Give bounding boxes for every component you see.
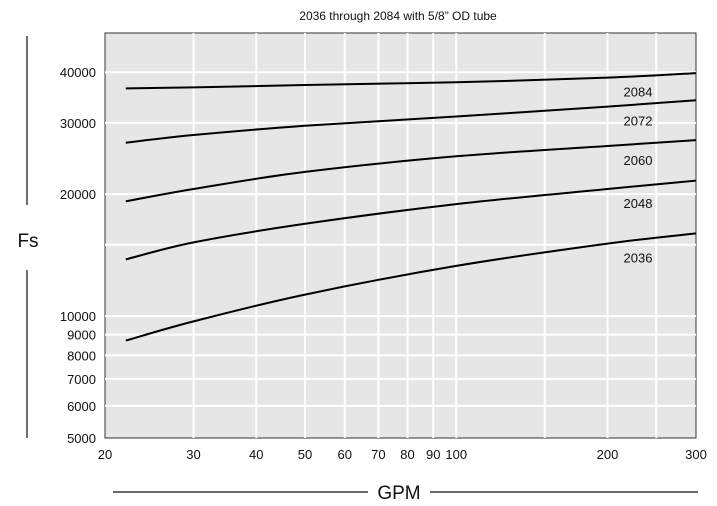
- series-label-2060: 2060: [624, 153, 653, 168]
- series-label-2036: 2036: [624, 251, 653, 266]
- series-line-2048: [125, 179, 697, 261]
- y-tick-labels: 5000 6000 7000 8000 9000 10000 20000 30000 40000: [60, 65, 96, 446]
- x-tick-label: 300: [685, 447, 707, 462]
- y-tick-label: 9000: [67, 328, 96, 343]
- y-tick-label: 7000: [67, 372, 96, 387]
- series-line-2084: [125, 72, 697, 90]
- series-label-2084: 2084: [624, 85, 653, 100]
- series-labels: 2084 2072 2060 2048 2036: [624, 85, 653, 266]
- y-tick-label: 10000: [60, 309, 96, 324]
- x-tick-label: 70: [371, 447, 385, 462]
- y-axis-label: Fs: [17, 231, 38, 252]
- y-tick-label: 30000: [60, 116, 96, 131]
- y-tick-label: 5000: [67, 431, 96, 446]
- series-line-2060: [125, 139, 697, 203]
- x-tick-labels: 20 30 40 50 60 70 80 90 100 200 300: [98, 447, 707, 462]
- plot-area: [104, 32, 697, 439]
- x-axis-label: GPM: [377, 483, 420, 504]
- x-tick-label: 100: [445, 447, 467, 462]
- series-label-2048: 2048: [624, 196, 653, 211]
- x-tick-label: 40: [249, 447, 263, 462]
- x-tick-label: 90: [426, 447, 440, 462]
- chart-title: 2036 through 2084 with 5/8” OD tube: [299, 9, 497, 23]
- series-line-2072: [125, 99, 697, 144]
- x-tick-label: 50: [298, 447, 312, 462]
- x-tick-label: 80: [400, 447, 414, 462]
- series-line-2036: [125, 232, 697, 342]
- x-tick-label: 60: [338, 447, 352, 462]
- y-tick-label: 8000: [67, 348, 96, 363]
- y-tick-label: 20000: [60, 187, 96, 202]
- x-tick-label: 20: [98, 447, 112, 462]
- series-lines: [125, 72, 697, 342]
- x-tick-label: 200: [597, 447, 619, 462]
- x-tick-label: 30: [186, 447, 200, 462]
- series-label-2072: 2072: [624, 114, 653, 129]
- y-tick-label: 6000: [67, 399, 96, 414]
- y-tick-label: 40000: [60, 65, 96, 80]
- grid-lines: [105, 33, 696, 438]
